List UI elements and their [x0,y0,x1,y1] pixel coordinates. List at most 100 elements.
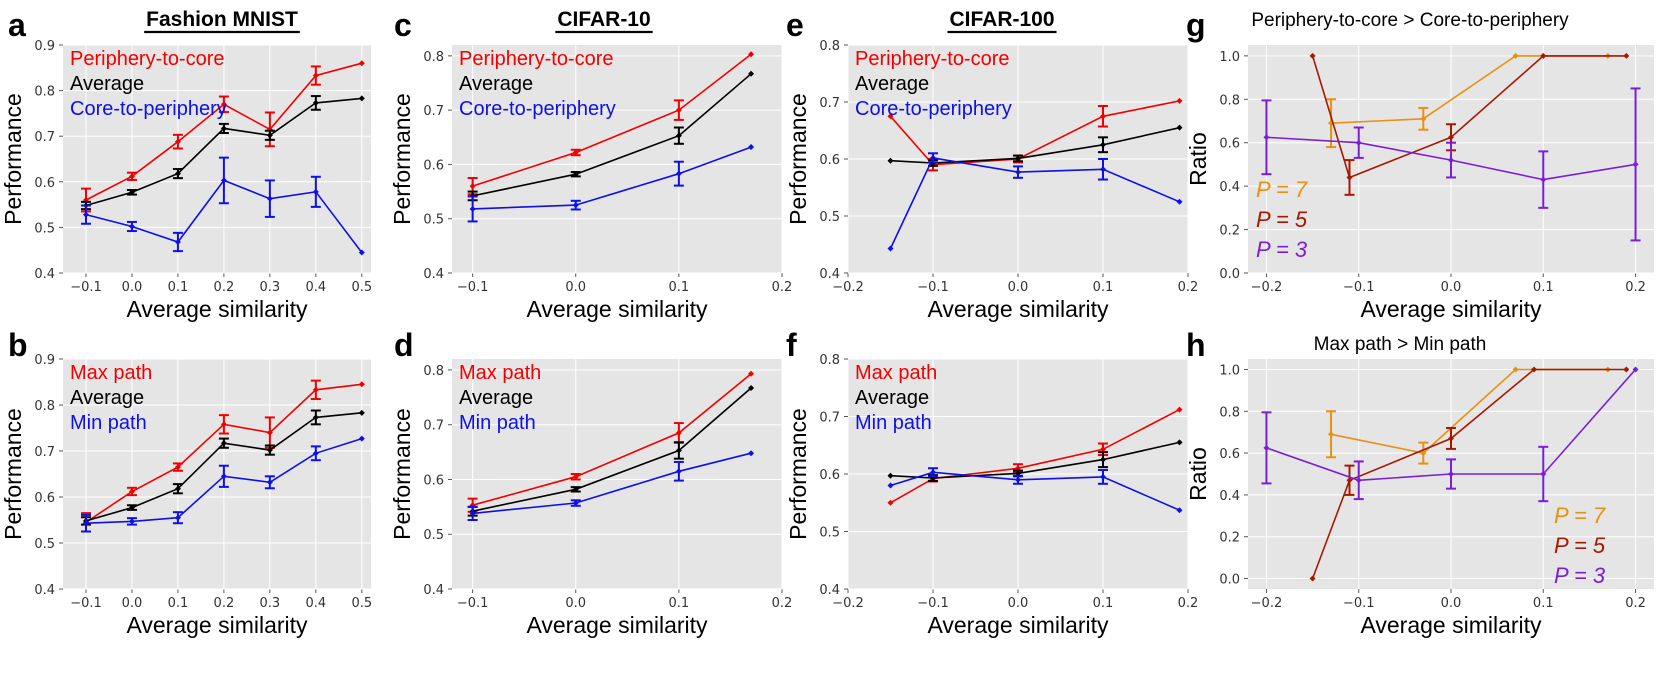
x-axis-label: Average similarity [126,296,308,322]
legend-item: P = 5 [1554,533,1606,558]
data-point [128,173,135,180]
data-point [1176,124,1183,131]
y-tick-label: 0.5 [34,537,55,552]
x-axis-label: Average similarity [126,612,308,638]
data-point [266,447,273,454]
chart-title: Fashion MNIST [146,8,298,31]
panel-b: −0.1 0.0 0.1 0.2 0.3 0.4 0.5 0.4 0.5 0.6 0.7 0.8 0.9… [0,327,372,638]
data-point [174,170,181,177]
data-point [572,149,579,156]
data-point [1531,366,1538,373]
legend-item: Average [459,387,533,409]
data-point [887,245,894,252]
x-axis-label: Average similarity [927,612,1109,638]
y-tick-label: 0.7 [34,130,55,145]
legend-item: P = 5 [1256,207,1308,232]
data-point [358,381,365,388]
x-tick-label: 0.3 [260,596,281,611]
x-tick-label: −0.1 [1343,596,1375,611]
data-point [266,479,273,486]
y-axis-label: Ratio [1185,132,1211,186]
x-tick-label: 0.1 [1093,596,1114,611]
data-point [1100,141,1106,148]
data-point [174,464,181,471]
y-tick-label: 0.2 [1219,224,1240,239]
x-tick-label: −0.2 [1251,280,1283,295]
legend-item: Min path [70,412,147,434]
x-tick-label: 0.2 [214,280,235,295]
data-point [748,51,755,58]
legend-item: Max path [70,362,152,384]
y-tick-label: 0.6 [1219,447,1240,462]
data-point [1623,366,1630,373]
plot-area [63,45,371,273]
data-point [312,450,319,457]
series-line [472,452,752,515]
y-tick-label: 0.4 [819,267,840,282]
data-point [1540,52,1547,59]
data-point [174,238,181,245]
y-tick-label: 0.4 [1219,489,1240,504]
data-point [1015,169,1021,176]
y-tick-label: 0.8 [423,364,444,379]
data-point [887,482,894,489]
x-tick-label: 0.2 [772,596,793,611]
data-point [1100,166,1106,173]
panel-e: −0.2 −0.1 0.0 0.1 0.2 0.4 0.5 0.6 0.7 0.8 Average … [785,7,1198,322]
data-point [887,157,894,164]
y-tick-label: 0.7 [34,445,55,460]
chart-title: Periphery-to-core > Core-to-periphery [1251,10,1569,31]
x-tick-label: −0.1 [1343,280,1375,295]
data-point [1448,435,1454,442]
y-tick-label: 0.8 [1219,93,1240,108]
legend-item: Max path [459,362,541,384]
x-tick-label: −0.2 [1251,596,1283,611]
y-axis-label: Performance [389,93,415,225]
x-tick-label: 0.1 [669,280,690,295]
chart-title: Max path > Min path [1314,334,1487,355]
data-point [1540,471,1547,477]
legend: Max path Average Min path [70,362,152,434]
legend: Max path Average Min path [855,362,937,434]
data-point [128,518,135,525]
data-point [128,488,135,495]
data-point [572,473,579,480]
x-tick-label: −0.2 [832,280,864,295]
y-tick-label: 1.0 [1219,50,1240,65]
data-point [1346,477,1353,484]
y-tick-label: 0.8 [423,50,444,65]
data-point [887,499,894,506]
data-point [174,514,181,521]
y-tick-label: 1.0 [1219,363,1240,378]
data-point [1263,134,1270,141]
y-axis-label: Performance [785,408,811,540]
x-tick-label: 0.1 [1533,280,1554,295]
panel-letter: g [1186,7,1206,43]
x-tick-label: 0.0 [122,280,143,295]
y-axis-label: Performance [0,93,26,225]
series-core-to-periphery [80,156,365,256]
legend-item: Average [70,73,144,95]
y-axis-label: Performance [389,408,415,540]
data-point [1100,456,1106,463]
panel-letter: b [8,327,28,363]
y-tick-label: 0.5 [423,213,444,228]
data-point [358,60,365,67]
series-p-5 [1309,366,1630,582]
x-tick-label: 0.2 [1178,280,1199,295]
data-point [1176,507,1183,514]
panel-letter: a [8,7,26,43]
y-tick-label: 0.4 [1219,180,1240,195]
panel-f: −0.2 −0.1 0.0 0.1 0.2 0.4 0.5 0.6 0.7 0.8 Average … [785,327,1198,638]
data-point [358,409,365,416]
x-tick-label: −0.1 [917,280,949,295]
legend-item: Max path [855,362,937,384]
y-tick-label: 0.5 [819,526,840,541]
legend-item: P = 7 [1256,177,1308,202]
y-tick-label: 0.6 [1219,137,1240,152]
y-tick-label: 0.7 [819,96,840,111]
legend-item: Periphery-to-core [459,48,614,70]
x-tick-label: 0.1 [168,280,189,295]
x-tick-label: 0.2 [1178,596,1199,611]
